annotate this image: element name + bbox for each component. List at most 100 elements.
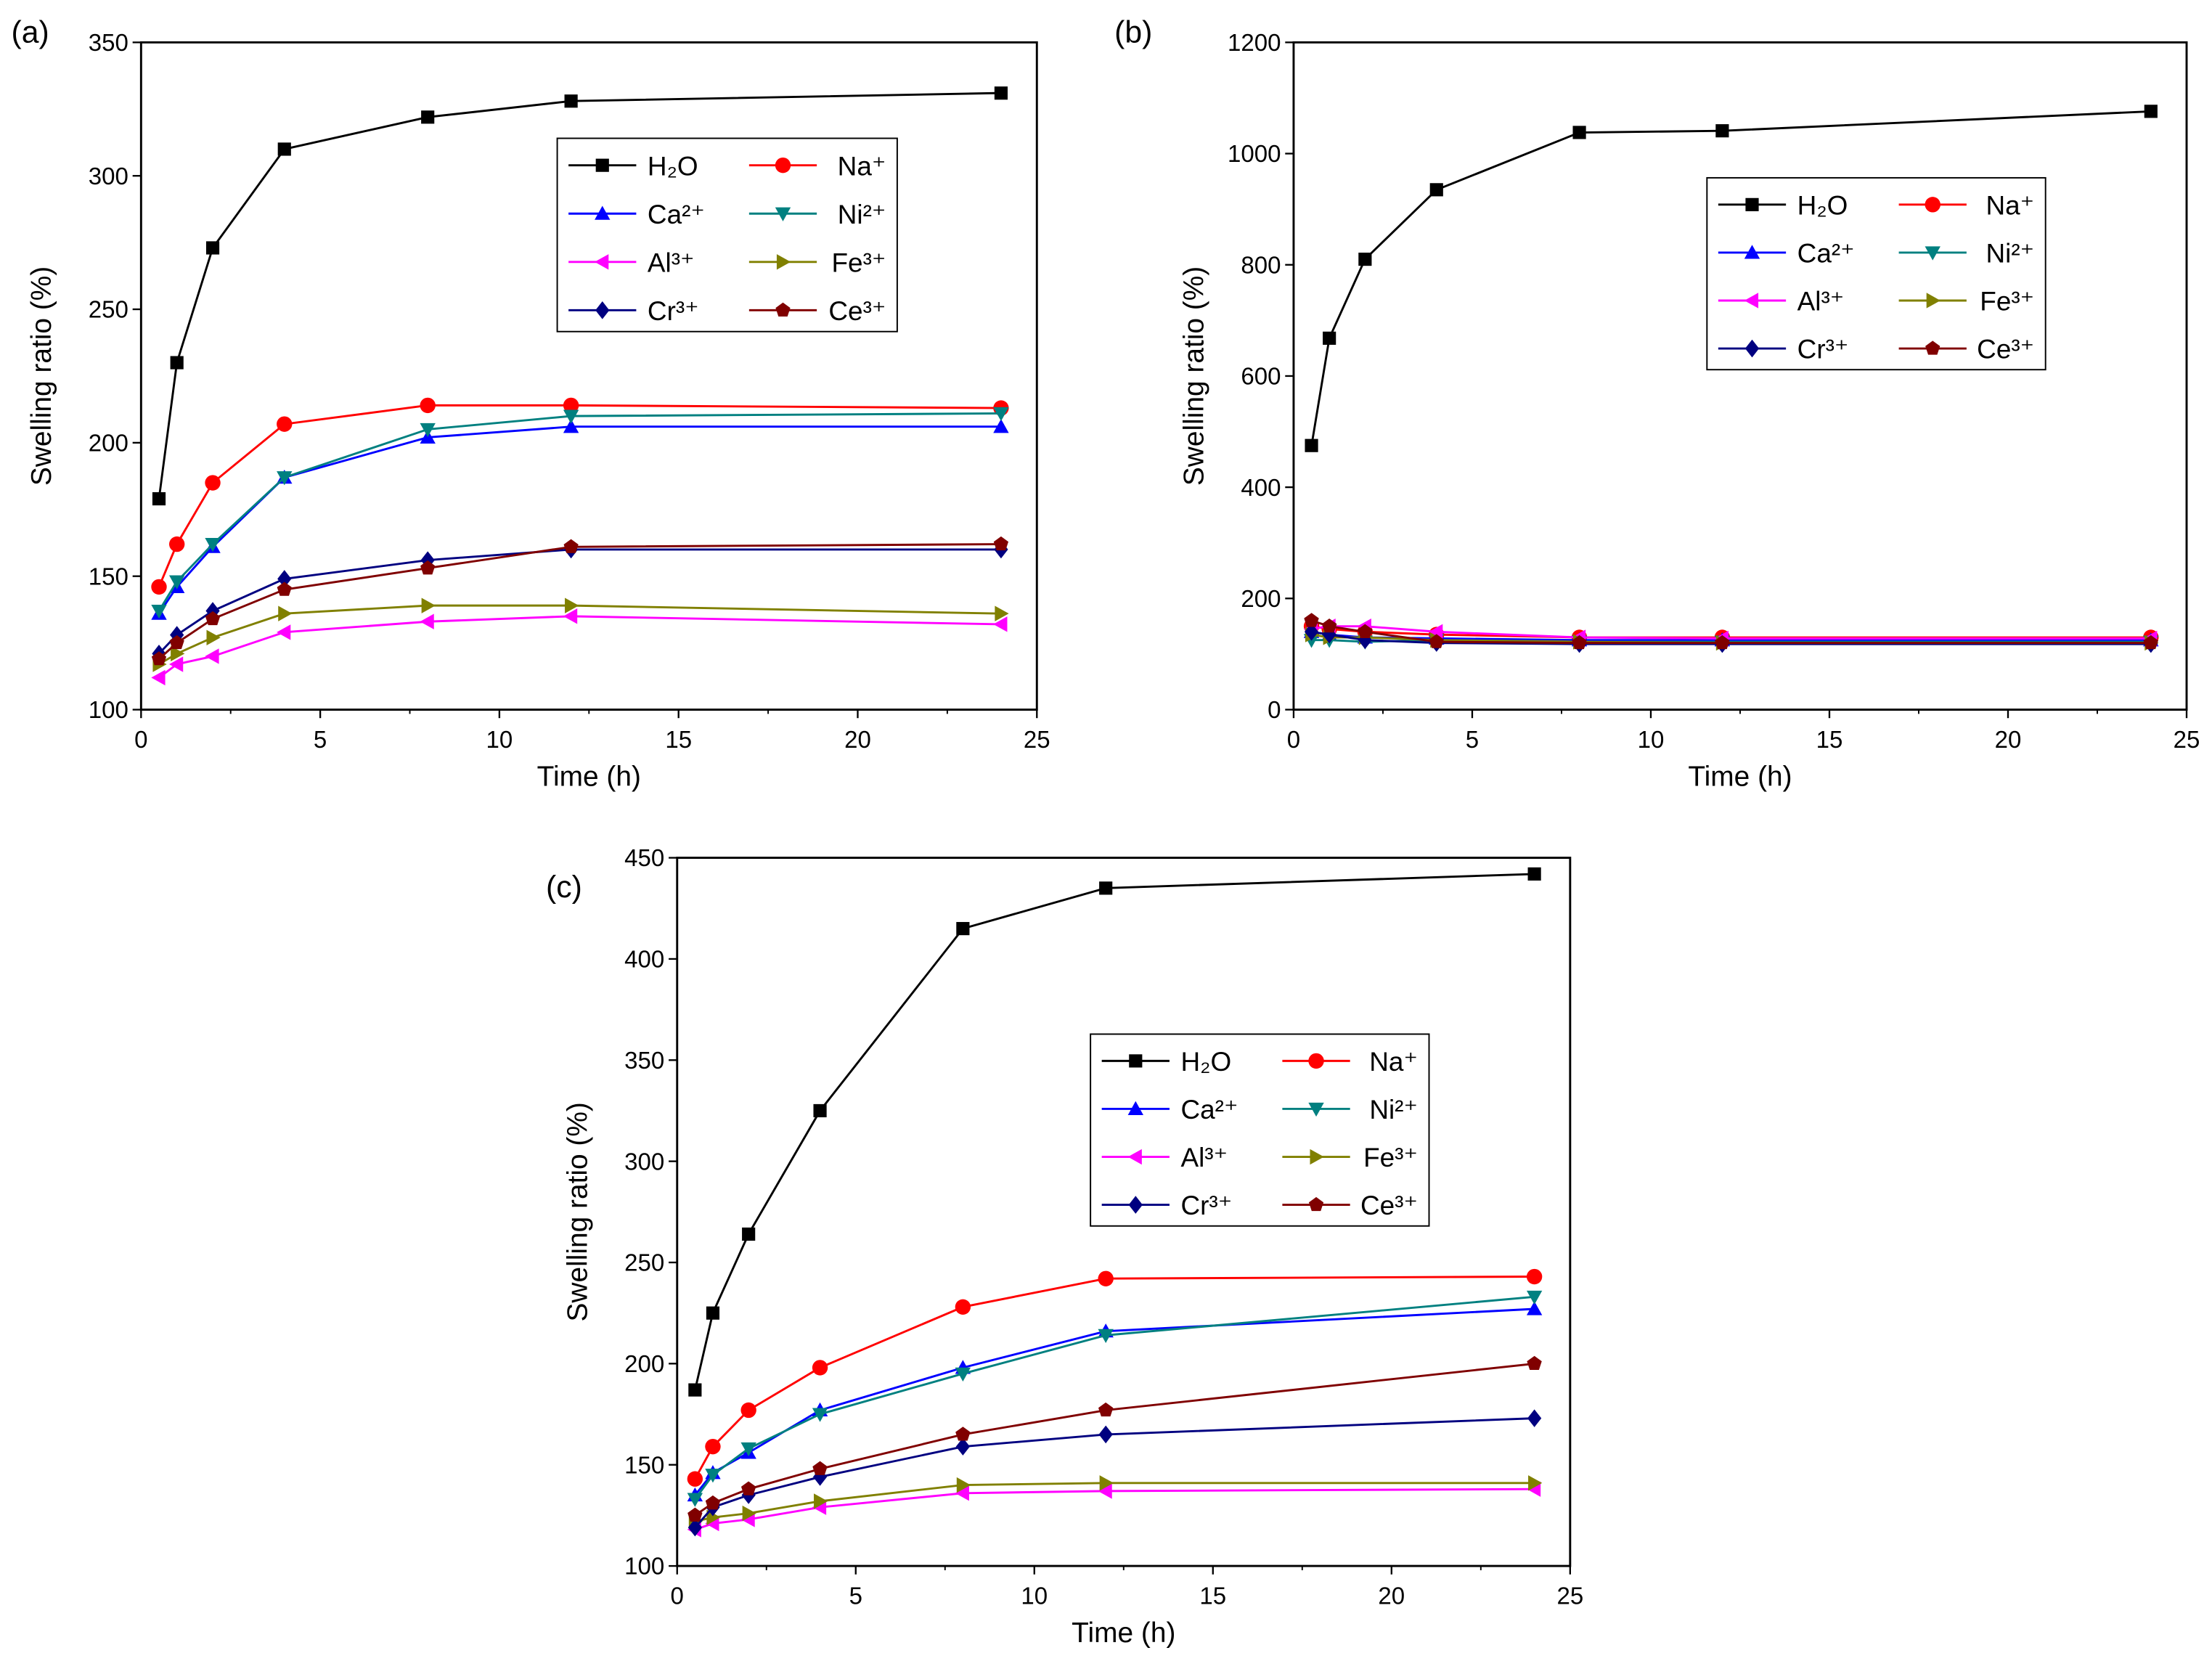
series-1 xyxy=(687,1268,1543,1487)
data-point xyxy=(1358,624,1373,639)
data-point xyxy=(993,616,1008,632)
data-point xyxy=(205,648,219,664)
data-point xyxy=(277,471,293,486)
data-point xyxy=(151,579,167,595)
legend-label: Ni²⁺ xyxy=(838,200,886,229)
y-tick-label: 150 xyxy=(624,1451,664,1478)
y-tick-label: 250 xyxy=(624,1249,664,1276)
y-tick-label: 350 xyxy=(624,1047,664,1074)
data-point xyxy=(1305,438,1318,452)
x-tick-label: 10 xyxy=(1638,726,1665,753)
data-point xyxy=(742,1227,756,1241)
data-point xyxy=(563,409,579,424)
legend-label: Ni²⁺ xyxy=(1986,239,2035,269)
data-point xyxy=(1098,1402,1114,1417)
legend-box xyxy=(1706,176,2046,371)
data-point xyxy=(814,1493,828,1509)
y-tick-label: 800 xyxy=(1241,251,1281,278)
x-tick-label: 0 xyxy=(1287,726,1300,753)
data-point xyxy=(277,582,292,596)
plot-frame xyxy=(1292,41,2188,711)
data-point xyxy=(955,1299,971,1315)
legend-marker xyxy=(1308,1053,1324,1069)
data-point xyxy=(1715,124,1729,138)
legend-marker xyxy=(595,254,609,270)
data-point xyxy=(706,1306,720,1320)
x-tick-label: 20 xyxy=(844,726,871,753)
data-point xyxy=(1526,1268,1543,1285)
data-point xyxy=(205,611,221,626)
legend-label: Ca²⁺ xyxy=(1797,239,1855,269)
data-point xyxy=(956,1477,971,1493)
series-7 xyxy=(687,1355,1542,1522)
y-tick-label: 300 xyxy=(624,1148,664,1175)
panel-label: (b) xyxy=(1114,15,1152,49)
data-point xyxy=(565,597,579,613)
data-point xyxy=(1098,1483,1112,1499)
legend-marker xyxy=(1129,1054,1143,1068)
x-axis-label: Time (h) xyxy=(1072,1617,1175,1649)
data-point xyxy=(705,1438,721,1455)
legend-box xyxy=(1090,1033,1430,1227)
legend-label: Al³⁺ xyxy=(648,248,695,277)
x-tick-label: 25 xyxy=(1024,726,1050,753)
data-point xyxy=(687,1518,702,1537)
legend-label: Fe³⁺ xyxy=(832,248,886,277)
x-tick-label: 25 xyxy=(1556,1583,1583,1609)
data-point xyxy=(1099,881,1113,895)
legend-marker xyxy=(1744,245,1760,259)
series-1 xyxy=(151,397,1009,595)
chart-panel-a: (a) 0 5 10 15 20 25 100 150 200 250 300 350 Time (h) S… xyxy=(12,15,1050,792)
data-point xyxy=(1527,867,1541,881)
legend-label: Al³⁺ xyxy=(1797,287,1845,317)
legend-marker xyxy=(595,205,611,220)
y-tick-label: 1200 xyxy=(1228,29,1281,56)
legend-label: Ca²⁺ xyxy=(648,200,705,229)
legend-marker xyxy=(775,157,791,174)
legend-label: Cr³⁺ xyxy=(1180,1191,1232,1220)
series-6 xyxy=(152,540,1008,663)
legend-label: Fe³⁺ xyxy=(1363,1143,1418,1172)
y-tick-label: 100 xyxy=(624,1553,664,1580)
data-point xyxy=(1527,1355,1542,1370)
x-tick-label: 20 xyxy=(1995,726,2022,753)
data-point xyxy=(740,1481,756,1495)
x-tick-label: 15 xyxy=(1199,1583,1226,1609)
y-tick-label: 600 xyxy=(1241,363,1281,390)
data-point xyxy=(955,1367,971,1382)
series-7 xyxy=(151,536,1009,666)
legend-label: Na⁺ xyxy=(1986,190,2034,220)
data-point xyxy=(421,597,436,613)
data-point xyxy=(742,1505,756,1522)
y-tick-label: 200 xyxy=(624,1350,664,1377)
x-tick-label: 5 xyxy=(849,1583,862,1609)
data-point xyxy=(1527,1409,1542,1427)
series-line xyxy=(694,1362,1535,1517)
legend-marker xyxy=(775,302,791,317)
legend: H₂O Na⁺ Ca²⁺ Ni²⁺ Al³⁺ Fe³⁺ Cr³⁺ Ce³⁺ xyxy=(1706,176,2046,371)
x-tick-label: 5 xyxy=(314,726,327,753)
legend-label: H₂O xyxy=(1797,190,1848,220)
legend-marker xyxy=(1308,1102,1324,1117)
legend-label: Fe³⁺ xyxy=(1980,287,2034,317)
series-0 xyxy=(1305,105,2158,452)
data-point xyxy=(1526,1290,1543,1305)
data-point xyxy=(1715,634,1730,650)
data-point xyxy=(278,605,293,621)
data-point xyxy=(955,1427,971,1441)
legend: H₂O Na⁺ Ca²⁺ Ni²⁺ Al³⁺ Fe³⁺ Cr³⁺ Ce³⁺ xyxy=(1090,1033,1430,1227)
series-line xyxy=(158,548,1001,655)
panel-label: (a) xyxy=(12,15,49,49)
data-point xyxy=(420,560,436,575)
legend-marker xyxy=(1925,197,1940,213)
legend-marker xyxy=(595,158,609,172)
legend-label: Cr³⁺ xyxy=(648,296,699,326)
chart-panel-b: (b) 0 5 10 15 20 25 0 200 400 600 800 1000 1200 Time (… xyxy=(1114,15,2200,792)
data-point xyxy=(1526,1301,1543,1315)
x-tick-label: 0 xyxy=(671,1583,684,1609)
legend-marker xyxy=(1745,197,1759,211)
data-point xyxy=(687,1471,703,1487)
legend-label: Ce³⁺ xyxy=(828,296,886,326)
y-tick-label: 400 xyxy=(1241,474,1281,501)
